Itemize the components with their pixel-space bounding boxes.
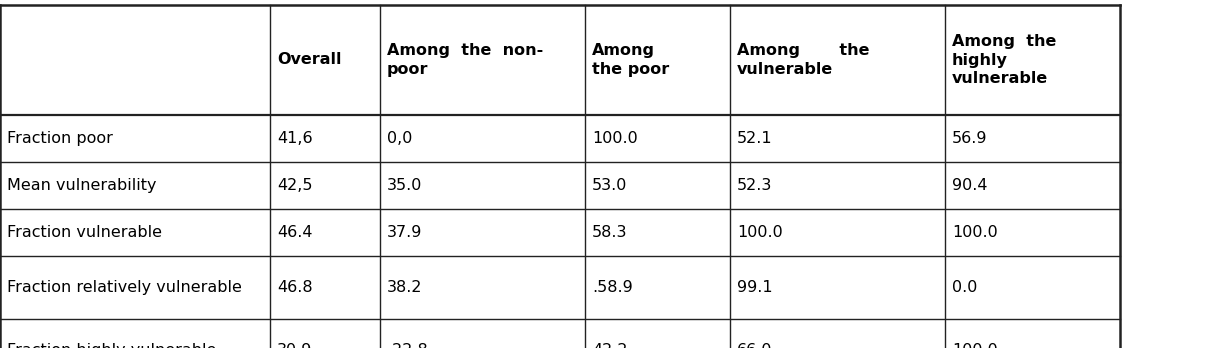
Text: 100.0: 100.0 bbox=[952, 343, 998, 348]
Text: Among  the
highly
vulnerable: Among the highly vulnerable bbox=[952, 34, 1056, 86]
Text: 0,0: 0,0 bbox=[387, 131, 413, 146]
Text: 42,5: 42,5 bbox=[277, 178, 313, 193]
Text: 58.3: 58.3 bbox=[592, 225, 628, 240]
Text: 35.0: 35.0 bbox=[387, 178, 422, 193]
Text: 100.0: 100.0 bbox=[952, 225, 998, 240]
Text: Fraction vulnerable: Fraction vulnerable bbox=[7, 225, 162, 240]
Text: Among       the
vulnerable: Among the vulnerable bbox=[737, 43, 869, 77]
Text: 42.2: 42.2 bbox=[592, 343, 628, 348]
Text: 100.0: 100.0 bbox=[737, 225, 783, 240]
Text: 46.8: 46.8 bbox=[277, 280, 313, 295]
Text: 52.3: 52.3 bbox=[737, 178, 773, 193]
Text: Among  the  non-
poor: Among the non- poor bbox=[387, 43, 543, 77]
Text: 100.0: 100.0 bbox=[592, 131, 637, 146]
Text: Among
the poor: Among the poor bbox=[592, 43, 669, 77]
Text: 37.9: 37.9 bbox=[387, 225, 422, 240]
Text: 38.2: 38.2 bbox=[387, 280, 422, 295]
Text: Fraction relatively vulnerable: Fraction relatively vulnerable bbox=[7, 280, 242, 295]
Text: Fraction highly vulnerable: Fraction highly vulnerable bbox=[7, 343, 216, 348]
Text: .58.9: .58.9 bbox=[592, 280, 632, 295]
Text: 46.4: 46.4 bbox=[277, 225, 313, 240]
Text: 53.0: 53.0 bbox=[592, 178, 628, 193]
Text: 56.9: 56.9 bbox=[952, 131, 988, 146]
Text: 0.0: 0.0 bbox=[952, 280, 977, 295]
Text: 52.1: 52.1 bbox=[737, 131, 773, 146]
Text: 41,6: 41,6 bbox=[277, 131, 313, 146]
Text: 30.9: 30.9 bbox=[277, 343, 313, 348]
Text: Overall: Overall bbox=[277, 53, 342, 68]
Text: .22.8: .22.8 bbox=[387, 343, 427, 348]
Text: 66.0: 66.0 bbox=[737, 343, 773, 348]
Text: 90.4: 90.4 bbox=[952, 178, 988, 193]
Text: Fraction poor: Fraction poor bbox=[7, 131, 112, 146]
Text: Mean vulnerability: Mean vulnerability bbox=[7, 178, 156, 193]
Text: 99.1: 99.1 bbox=[737, 280, 773, 295]
